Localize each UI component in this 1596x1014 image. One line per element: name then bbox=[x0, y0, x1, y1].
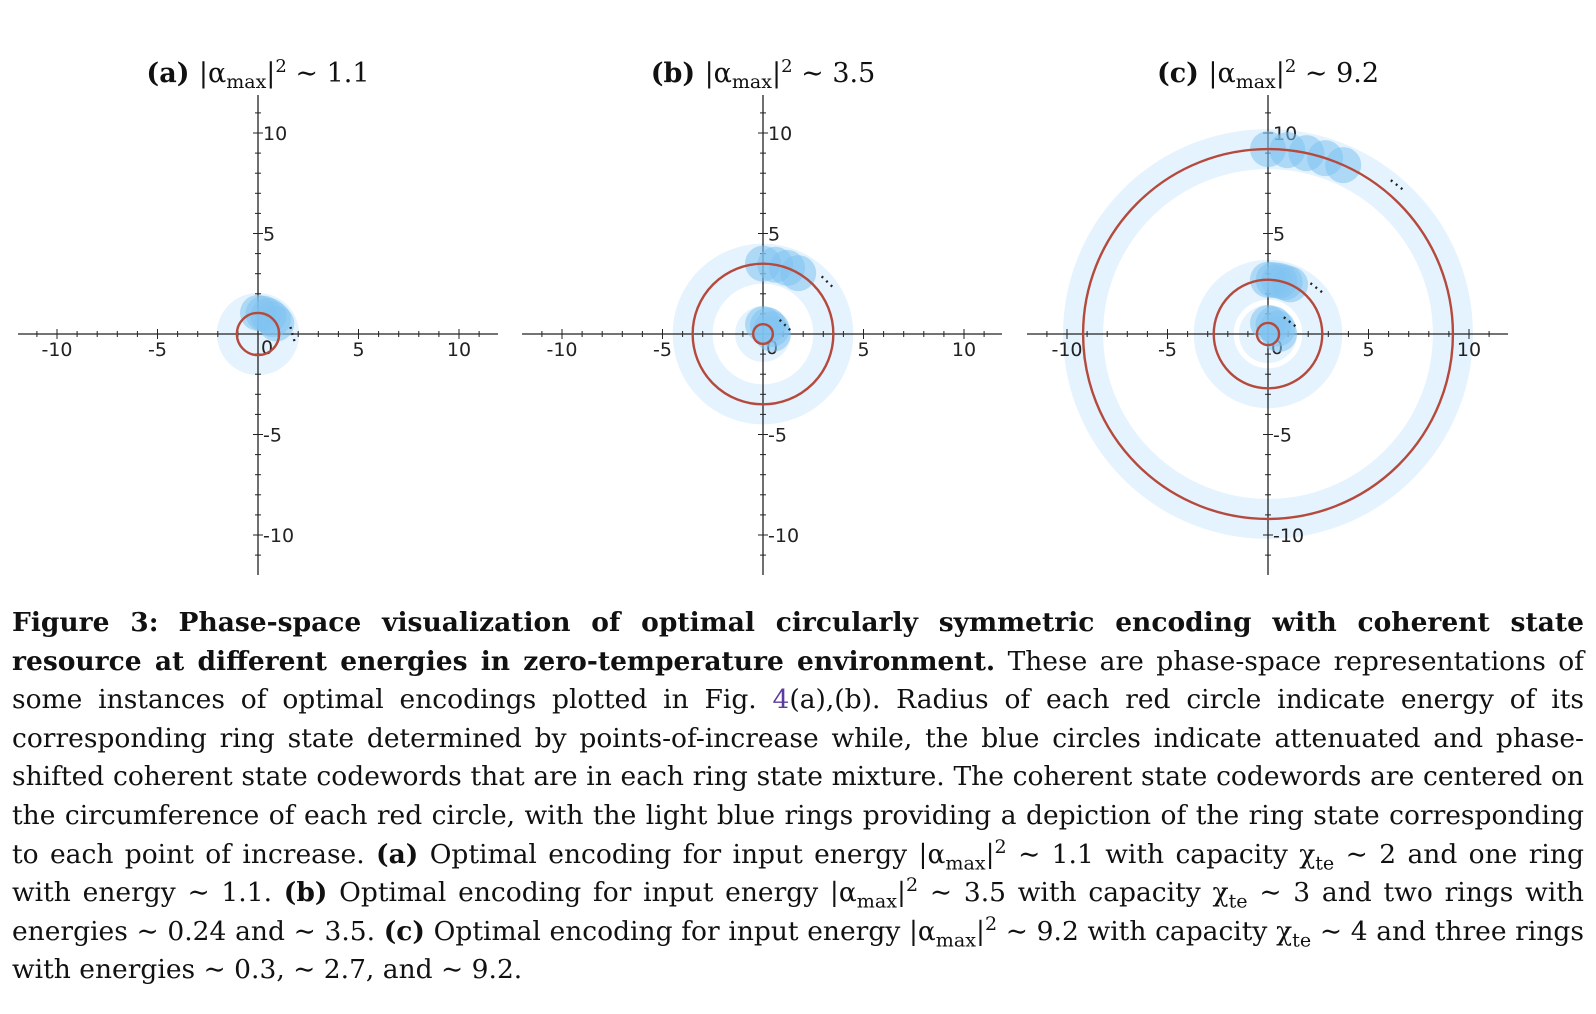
x-tick-label: -5 bbox=[1158, 339, 1177, 361]
y-tick-label: 10 bbox=[263, 123, 287, 145]
x-tick-label: -10 bbox=[41, 339, 72, 361]
caption-b-sub: max bbox=[856, 890, 897, 913]
x-tick-label: 10 bbox=[1457, 339, 1481, 361]
y-tick-label: -10 bbox=[263, 525, 294, 547]
y-tick-label: -5 bbox=[263, 425, 282, 447]
figure-caption: Figure 3: Phase-space visualization of o… bbox=[12, 604, 1584, 990]
ring-energy-circle bbox=[1255, 321, 1281, 347]
caption-c-text1: Optimal encoding for input energy |α bbox=[433, 915, 936, 947]
caption-label-c: (c) bbox=[383, 915, 425, 947]
caption-figure-label: Figure 3: bbox=[12, 607, 159, 638]
caption-a-sup: 2 bbox=[994, 835, 1007, 858]
x-tick-label: -10 bbox=[546, 339, 577, 361]
caption-sentence-1b: (a),(b). Radius of each red circle indic… bbox=[12, 684, 1584, 870]
caption-b-text2: | bbox=[897, 877, 906, 909]
x-tick-label: -5 bbox=[148, 339, 167, 361]
caption-a-text3: ∼ 1.1 with capacity χ bbox=[1018, 838, 1316, 870]
caption-c-text2: | bbox=[976, 915, 985, 947]
caption-c-text4: ∼ 4 and three rings with energies ∼ 0.3,… bbox=[12, 915, 1584, 986]
x-tick-label: -10 bbox=[1051, 339, 1082, 361]
x-tick-label: 10 bbox=[447, 339, 471, 361]
caption-bold-title: Phase-space visualization of optimal cir… bbox=[12, 607, 1584, 677]
panel-title: (a) |αmax|2 ∼ 1.1 bbox=[146, 56, 369, 93]
caption-label-b: (b) bbox=[283, 877, 328, 909]
panel-title: (b) |αmax|2 ∼ 3.5 bbox=[651, 56, 876, 93]
y-tick-label: 5 bbox=[1273, 224, 1285, 246]
caption-sentence-1: These are phase-space representations of… bbox=[12, 645, 1584, 716]
caption-c-chi-sub: te bbox=[1292, 929, 1312, 952]
caption-a-sub: max bbox=[945, 851, 986, 874]
caption-c-text3: ∼ 9.2 with capacity χ bbox=[1005, 915, 1293, 947]
ring-energy-circle bbox=[1081, 147, 1455, 521]
y-tick-label: -5 bbox=[1273, 425, 1292, 447]
ring-energy-circle bbox=[751, 322, 775, 346]
caption-label-a: (a) bbox=[376, 838, 419, 870]
y-tick-label: -10 bbox=[768, 525, 799, 547]
x-tick-label: 5 bbox=[352, 339, 364, 361]
caption-b-sup: 2 bbox=[905, 874, 919, 897]
figure-reference-link[interactable]: 4 bbox=[772, 684, 790, 716]
ring-energy-circle bbox=[691, 262, 835, 406]
y-tick-label: 5 bbox=[768, 224, 780, 246]
y-tick-label: -10 bbox=[1273, 525, 1304, 547]
ring-energy-circle bbox=[235, 311, 281, 357]
caption-b-chi-sub: te bbox=[1228, 890, 1248, 913]
caption-c-sub: max bbox=[935, 929, 977, 952]
caption-b-text4: ∼ 3 and two rings with energies ∼ 0.24 a… bbox=[12, 877, 1584, 947]
y-tick-label: 10 bbox=[768, 123, 792, 145]
y-tick-label: -5 bbox=[768, 425, 787, 447]
caption-a-text4: ∼ 2 and one ring with energy ∼ 1.1. bbox=[12, 838, 1584, 909]
caption-a-chi-sub: te bbox=[1315, 851, 1335, 874]
x-tick-label: -5 bbox=[653, 339, 672, 361]
ring-energy-circle bbox=[1212, 278, 1324, 390]
panel-title: (c) |αmax|2 ∼ 9.2 bbox=[1157, 56, 1379, 93]
caption-a-text2: | bbox=[985, 838, 995, 870]
x-tick-label: 10 bbox=[952, 339, 976, 361]
x-tick-label: 5 bbox=[1362, 339, 1374, 361]
caption-c-sup: 2 bbox=[984, 912, 998, 935]
caption-b-text3: ∼ 3.5 with capacity χ bbox=[929, 877, 1229, 909]
caption-b-text1: Optimal encoding for input energy |α bbox=[339, 877, 857, 909]
y-tick-label: 5 bbox=[263, 224, 275, 246]
caption-a-text1: Optimal encoding for input energy |α bbox=[429, 838, 946, 870]
x-tick-label: 5 bbox=[857, 339, 869, 361]
